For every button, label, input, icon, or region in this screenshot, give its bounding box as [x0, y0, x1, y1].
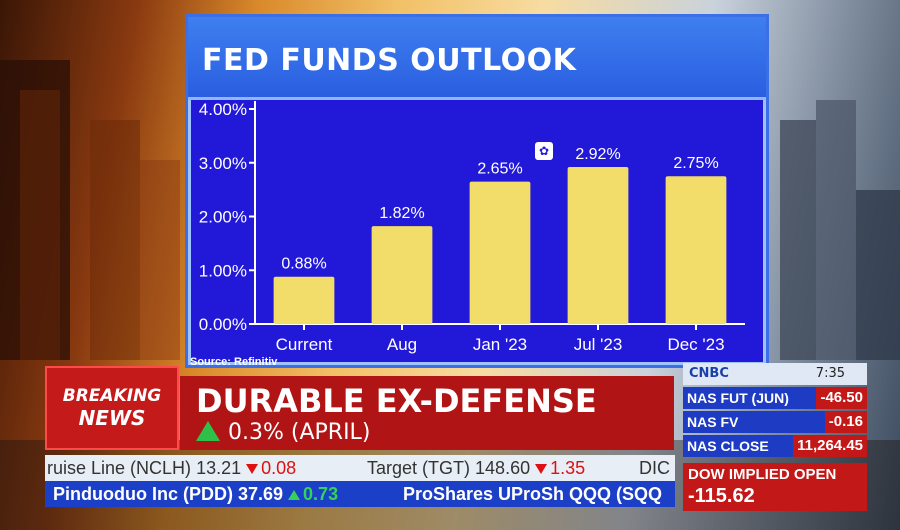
market-row-value: -46.50 — [816, 387, 867, 409]
ticker-name: Pinduoduo Inc (PDD) — [53, 484, 233, 504]
peacock-icon: ✿ — [535, 142, 553, 160]
market-row-label: NAS FUT (JUN) — [687, 390, 789, 406]
market-header: CNBC 7:35 — [683, 363, 867, 385]
x-tick-label: Dec '23 — [667, 335, 724, 354]
ticker-item: DIC — [639, 458, 670, 479]
ticker-name: ProShares UProSh QQQ (SQQ — [403, 484, 663, 504]
chart-source: Source: Refinitiv — [190, 356, 278, 368]
ticker-item: Target (TGT) 148.60 1.35 — [367, 458, 585, 479]
dow-label: DOW IMPLIED OPEN — [688, 466, 837, 483]
chart-title-bar: FED FUNDS OUTLOOK — [188, 17, 766, 100]
y-tick-label: 4.00% — [199, 100, 247, 119]
down-triangle-icon — [246, 464, 259, 474]
market-row: NAS CLOSE 11,264.45 — [683, 435, 867, 457]
news-label: NEWS — [78, 406, 146, 430]
dow-value: -115.62 — [688, 485, 755, 507]
ticker-name: Target (TGT) — [367, 458, 471, 478]
ticker-change: 1.35 — [550, 458, 586, 478]
headline-subtitle-text: 0.3% (APRIL) — [228, 420, 371, 445]
y-tick-label: 1.00% — [199, 261, 247, 280]
cnbc-logo: CNBC — [689, 366, 729, 381]
dow-implied-open: DOW IMPLIED OPEN -115.62 — [683, 463, 867, 511]
up-triangle-icon — [196, 421, 220, 441]
ticker-name: DIC — [639, 458, 670, 478]
headline-box: DURABLE EX-DEFENSE 0.3% (APRIL) — [180, 376, 674, 450]
market-row-label: NAS CLOSE — [687, 438, 769, 454]
market-row-value: -0.16 — [824, 411, 867, 433]
bar-value-label: 2.75% — [673, 155, 718, 172]
ticker-change: 0.08 — [261, 458, 297, 478]
bar-chart: 0.00% 1.00% 2.00% 3.00% 4.00% 0.88% Current 1.8… — [199, 100, 745, 354]
ticker-price: 148.60 — [475, 458, 531, 478]
x-tick-label: Current — [276, 335, 333, 354]
up-triangle-icon — [288, 490, 301, 500]
ticker-item: ruise Line (NCLH) 13.21 0.08 — [47, 458, 296, 479]
y-tick-label: 0.00% — [199, 315, 247, 334]
x-tick-label: Jan '23 — [473, 335, 527, 354]
market-row: NAS FUT (JUN) -46.50 — [683, 387, 867, 409]
headline-title: DURABLE EX-DEFENSE — [196, 382, 597, 420]
bar — [567, 167, 629, 324]
breaking-news-badge: BREAKING NEWS — [45, 366, 179, 450]
chart-title: FED FUNDS OUTLOOK — [202, 43, 577, 78]
x-tick-label: Jul '23 — [574, 335, 623, 354]
market-row: NAS FV -0.16 — [683, 411, 867, 433]
bar — [665, 176, 727, 324]
down-triangle-icon — [535, 464, 548, 474]
ticker-change: 0.73 — [303, 484, 339, 504]
ticker-price: 13.21 — [196, 458, 242, 478]
ticker-name: ruise Line (NCLH) — [47, 458, 192, 478]
bar-value-label: 1.82% — [379, 205, 424, 222]
y-tick-label: 3.00% — [199, 154, 247, 173]
bar — [371, 226, 433, 324]
stock-ticker-bottom: Pinduoduo Inc (PDD) 37.69 0.73 ProShares … — [45, 481, 675, 507]
bar — [469, 181, 531, 324]
bar-value-label: 2.65% — [477, 161, 522, 178]
market-row-value: 11,264.45 — [793, 435, 867, 457]
ticker-item: Pinduoduo Inc (PDD) 37.69 0.73 — [53, 484, 338, 505]
market-row-label: NAS FV — [687, 414, 739, 430]
market-data-box: CNBC 7:35 NAS FUT (JUN) -46.50 NAS FV -0… — [683, 363, 867, 509]
bar-value-label: 0.88% — [281, 256, 326, 273]
x-tick-label: Aug — [387, 335, 417, 354]
bar-value-label: 2.92% — [575, 146, 620, 163]
ticker-price: 37.69 — [238, 484, 284, 504]
ticker-item: ProShares UProSh QQQ (SQQ — [403, 484, 662, 505]
breaking-label: BREAKING — [62, 386, 162, 406]
bar — [273, 276, 335, 324]
y-tick-label: 2.00% — [199, 208, 247, 227]
stock-ticker-top: ruise Line (NCLH) 13.21 0.08 Target (TGT)… — [45, 455, 675, 481]
headline-subtitle: 0.3% (APRIL) — [196, 420, 370, 445]
clock-time: 7:35 — [815, 366, 845, 381]
